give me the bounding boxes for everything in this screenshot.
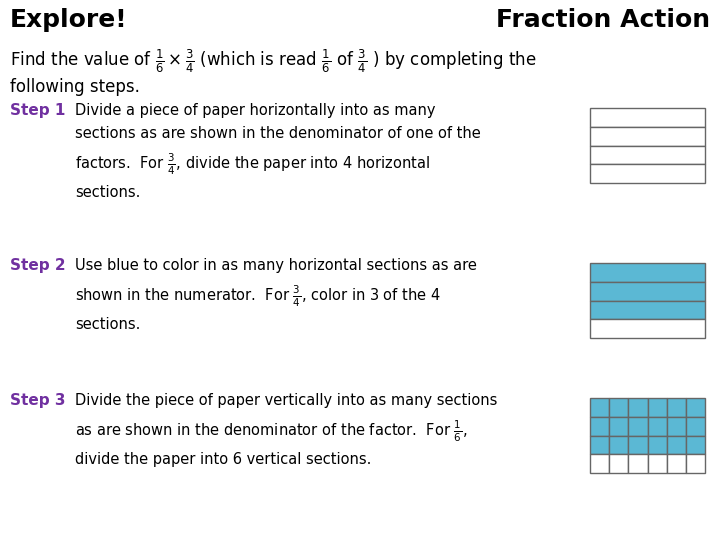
Bar [590,282,705,300]
Bar [590,300,705,319]
Bar [590,417,609,435]
Bar [609,398,629,417]
Text: Step 1: Step 1 [10,103,66,118]
Bar [590,435,609,454]
Text: Use blue to color in as many horizontal sections as are
shown in the numerator. : Use blue to color in as many horizontal … [75,258,477,332]
Bar [686,454,705,473]
Text: Step 2: Step 2 [10,258,66,273]
Bar [590,127,705,145]
Bar [590,319,705,338]
Bar [629,417,647,435]
Bar [647,454,667,473]
Bar [686,398,705,417]
Bar [590,263,705,282]
Bar [609,435,629,454]
Text: Divide a piece of paper horizontally into as many
sections as are shown in the d: Divide a piece of paper horizontally int… [75,103,481,200]
Bar [647,398,667,417]
Text: Fraction Action: Fraction Action [496,8,710,32]
Bar [590,164,705,183]
Bar [686,435,705,454]
Text: Divide the piece of paper vertically into as many sections
as are shown in the d: Divide the piece of paper vertically int… [75,393,498,467]
Bar [667,454,686,473]
Text: Step 3: Step 3 [10,393,66,408]
Bar [667,417,686,435]
Text: Explore!: Explore! [10,8,127,32]
Bar [590,145,705,164]
Bar [686,417,705,435]
Bar [629,435,647,454]
Text: Find the value of $\frac{1}{6} \times \frac{3}{4}$ (which is read $\frac{1}{6}$ : Find the value of $\frac{1}{6} \times \f… [10,48,536,76]
Bar [590,454,609,473]
Bar [667,435,686,454]
Text: following steps.: following steps. [10,78,140,96]
Bar [590,398,609,417]
Bar [609,454,629,473]
Bar [667,398,686,417]
Bar [609,417,629,435]
Bar [590,108,705,127]
Bar [629,454,647,473]
Bar [629,398,647,417]
Bar [647,435,667,454]
Bar [647,417,667,435]
